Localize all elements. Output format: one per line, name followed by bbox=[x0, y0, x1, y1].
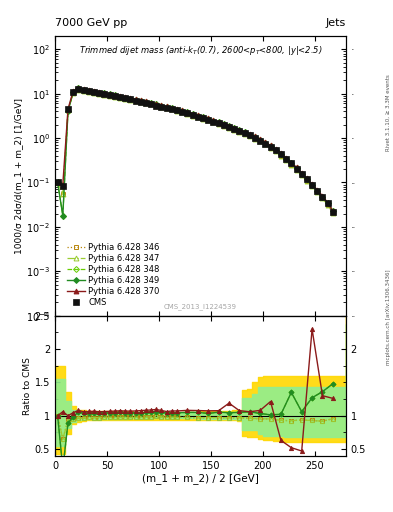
Pythia 6.428 349 bbox=[112, 92, 117, 98]
CMS bbox=[248, 132, 252, 138]
Line: Pythia 6.428 347: Pythia 6.428 347 bbox=[55, 88, 335, 215]
Pythia 6.428 346 bbox=[248, 133, 252, 139]
Text: Rivet 3.1.10, ≥ 3.3M events: Rivet 3.1.10, ≥ 3.3M events bbox=[386, 74, 391, 151]
Pythia 6.428 347 bbox=[164, 105, 169, 111]
Line: Pythia 6.428 349: Pythia 6.428 349 bbox=[55, 86, 335, 218]
Text: Trimmed dijet mass (anti-k$_\mathregular{T}$(0.7), 2600<p$_\mathregular{T}$<800,: Trimmed dijet mass (anti-k$_\mathregular… bbox=[79, 44, 322, 57]
Pythia 6.428 346 bbox=[107, 93, 112, 99]
Pythia 6.428 349 bbox=[61, 212, 65, 219]
Legend: Pythia 6.428 346, Pythia 6.428 347, Pythia 6.428 348, Pythia 6.428 349, Pythia 6: Pythia 6.428 346, Pythia 6.428 347, Pyth… bbox=[65, 241, 162, 309]
CMS bbox=[227, 124, 231, 130]
Pythia 6.428 348 bbox=[169, 105, 174, 111]
Pythia 6.428 370 bbox=[221, 121, 226, 127]
Pythia 6.428 349 bbox=[55, 179, 60, 185]
Text: mcplots.cern.ch [arXiv:1306.3436]: mcplots.cern.ch [arXiv:1306.3436] bbox=[386, 270, 391, 365]
Pythia 6.428 346 bbox=[211, 119, 216, 125]
Pythia 6.428 346 bbox=[76, 87, 81, 93]
Pythia 6.428 370 bbox=[107, 91, 112, 97]
Text: 7000 GeV pp: 7000 GeV pp bbox=[55, 18, 127, 28]
Pythia 6.428 346 bbox=[227, 124, 231, 131]
Pythia 6.428 349 bbox=[253, 134, 257, 140]
CMS bbox=[55, 179, 60, 185]
Text: CMS_2013_I1224539: CMS_2013_I1224539 bbox=[164, 304, 237, 310]
Pythia 6.428 349 bbox=[169, 105, 174, 111]
Pythia 6.428 370 bbox=[164, 103, 169, 110]
Pythia 6.428 349 bbox=[232, 125, 237, 131]
Y-axis label: 1000/σ 2dσ/d(m_1 + m_2) [1/GeV]: 1000/σ 2dσ/d(m_1 + m_2) [1/GeV] bbox=[14, 98, 23, 254]
CMS bbox=[331, 208, 335, 215]
Pythia 6.428 348 bbox=[331, 208, 335, 214]
Y-axis label: Ratio to CMS: Ratio to CMS bbox=[23, 357, 32, 415]
Pythia 6.428 370 bbox=[211, 117, 216, 123]
Line: Pythia 6.428 370: Pythia 6.428 370 bbox=[55, 86, 335, 214]
CMS bbox=[164, 105, 169, 111]
Pythia 6.428 347 bbox=[221, 123, 226, 129]
CMS bbox=[107, 92, 112, 98]
Pythia 6.428 370 bbox=[55, 179, 60, 185]
Pythia 6.428 348 bbox=[216, 119, 221, 125]
Pythia 6.428 346 bbox=[331, 209, 335, 216]
Pythia 6.428 346 bbox=[55, 179, 60, 185]
Pythia 6.428 348 bbox=[232, 125, 237, 131]
Pythia 6.428 348 bbox=[76, 85, 81, 91]
Text: Jets: Jets bbox=[325, 18, 346, 28]
Pythia 6.428 346 bbox=[221, 123, 226, 129]
CMS bbox=[76, 86, 81, 92]
Pythia 6.428 347 bbox=[107, 93, 112, 99]
Pythia 6.428 370 bbox=[76, 85, 81, 91]
Pythia 6.428 349 bbox=[216, 119, 221, 125]
Pythia 6.428 370 bbox=[227, 122, 231, 129]
Line: Pythia 6.428 346: Pythia 6.428 346 bbox=[55, 88, 335, 215]
Pythia 6.428 347 bbox=[76, 87, 81, 93]
Pythia 6.428 348 bbox=[112, 92, 117, 98]
CMS bbox=[221, 122, 226, 128]
Pythia 6.428 348 bbox=[253, 134, 257, 140]
Line: CMS: CMS bbox=[55, 87, 336, 215]
CMS bbox=[211, 118, 216, 124]
Pythia 6.428 347 bbox=[331, 209, 335, 216]
Pythia 6.428 348 bbox=[61, 212, 65, 219]
Pythia 6.428 349 bbox=[76, 85, 81, 91]
Pythia 6.428 347 bbox=[227, 124, 231, 131]
Pythia 6.428 347 bbox=[211, 119, 216, 125]
Line: Pythia 6.428 348: Pythia 6.428 348 bbox=[55, 86, 335, 218]
Pythia 6.428 370 bbox=[248, 131, 252, 137]
Pythia 6.428 346 bbox=[164, 105, 169, 111]
X-axis label: (m_1 + m_2) / 2 [GeV]: (m_1 + m_2) / 2 [GeV] bbox=[142, 473, 259, 484]
Pythia 6.428 348 bbox=[227, 123, 231, 129]
Pythia 6.428 348 bbox=[55, 179, 60, 185]
Pythia 6.428 349 bbox=[331, 208, 335, 214]
Pythia 6.428 370 bbox=[331, 208, 335, 214]
Pythia 6.428 347 bbox=[55, 179, 60, 185]
Pythia 6.428 347 bbox=[248, 133, 252, 139]
Pythia 6.428 349 bbox=[227, 123, 231, 129]
